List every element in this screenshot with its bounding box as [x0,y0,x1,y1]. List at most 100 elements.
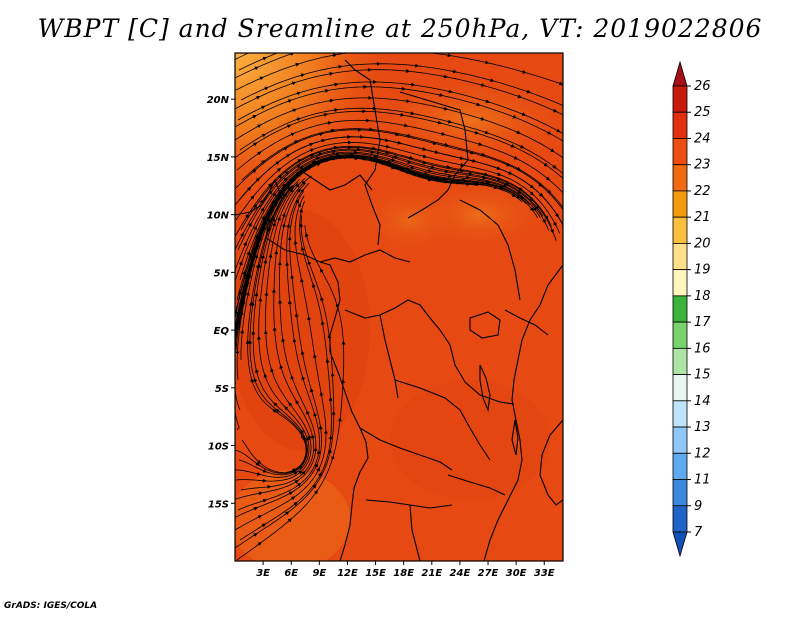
streamline-arrow [446,53,452,58]
streamline-arrow [430,165,436,170]
streamline-arrow [288,491,294,496]
streamline [237,81,563,135]
streamline-arrow [263,373,268,379]
lat-tick-label: 10N [207,211,230,222]
colorbar-label: 12 [694,446,711,461]
colorbar-label: 14 [694,394,711,409]
streamline-arrow [296,482,302,487]
streamline-arrow [252,169,257,174]
border-1 [344,59,381,246]
streamline-arrow [240,293,245,299]
streamline-arrow [481,175,487,180]
colorbar-segment [672,164,688,192]
streamline-arrow [492,185,499,190]
streamline-arrow [477,142,483,146]
streamline-arrow [276,167,282,173]
streamline-arrow [252,115,257,119]
streamline-arrow [324,88,330,93]
streamline-arrow [253,377,258,383]
streamline-arrow [529,184,535,189]
wbpt-field [235,53,563,561]
streamline-arrow [283,147,288,151]
streamline-arrow [279,364,284,370]
colorbar-segment [672,452,688,480]
streamline-arrow [276,195,281,201]
streamline-arrow [521,112,527,116]
streamline-arrow [555,128,561,133]
streamline-arrow [480,152,486,157]
streamline-arrow [534,205,539,210]
lon-tick-label: 21E [421,568,442,579]
streamline-arrow [300,188,305,194]
streamline-arrow [272,192,277,197]
colorbar-segment [672,216,688,244]
colorbar-label: 7 [694,525,703,540]
streamline-arrow [272,222,276,228]
colorbar-segment [672,426,688,454]
streamline-arrow [240,232,244,238]
streamline-arrow [309,387,314,394]
lake-malawi [511,419,519,456]
streamline-arrow [235,312,240,319]
streamline-arrow [307,260,312,266]
streamline-arrow [293,501,298,506]
streamline-arrow [561,103,563,108]
streamline-arrow [298,470,303,475]
lake-victoria [469,311,501,339]
streamline-arrow [284,405,289,411]
streamline-arrow [538,182,543,187]
streamline-arrow [484,60,490,65]
colorbar-segment [672,321,688,349]
border-14 [447,474,506,496]
streamline-arrow [256,124,262,129]
colorbar-label: 17 [694,315,711,330]
streamline-arrow [319,391,324,397]
border-13 [504,309,549,336]
streamline-arrow [299,166,305,171]
streamline-arrow [552,108,558,113]
streamline-arrow [235,331,238,337]
streamline-arrow [409,165,415,170]
west-africa-coastline [235,178,369,561]
streamline-arrow [315,156,321,161]
lon-tick-label: 9E [312,568,326,579]
longitude-ticks: 3E 6E 9E 12E 15E 18E 21E 24E 27E 30E 33E [256,561,555,579]
lat-tick-label: EQ [214,326,230,337]
streamline-arrow [369,150,375,155]
streamline-arrow [281,212,286,218]
streamline-arrow [384,138,390,143]
streamline-arrow [447,119,453,124]
streamline-arrow [286,223,291,229]
streamline-arrow [403,123,409,128]
streamline-arrow [273,201,278,207]
lon-tick-label: 27E [478,568,499,579]
lat-tick-label: 10S [208,442,229,453]
streamline-arrow [328,71,334,76]
streamline-arrow [290,375,295,381]
streamline-arrow [263,259,268,265]
streamline-arrow [304,232,309,238]
streamline-arrow [511,114,517,119]
streamline-arrow [519,195,525,200]
country-borders [235,59,563,561]
streamline-arrow [244,275,248,281]
streamline-arrow [247,273,252,279]
streamline-arrow [489,78,495,83]
colorbar-segment [672,269,688,297]
streamline-arrow [421,160,427,165]
streamline-arrow [516,194,521,199]
streamline-arrow [300,350,305,356]
streamline-arrow [310,434,315,440]
streamline-arrow [391,164,397,168]
streamline-arrow [409,111,415,116]
colorbar-segment [672,190,688,218]
streamline-arrow [317,472,322,477]
streamline-arrow [459,168,465,173]
streamline-arrow [443,169,449,174]
streamline-arrow [290,132,296,137]
streamline-arrow [294,62,300,67]
streamline-arrow [529,206,534,212]
streamline-arrow [525,89,531,94]
streamline-arrow [296,188,301,193]
streamline-arrow [519,144,525,149]
